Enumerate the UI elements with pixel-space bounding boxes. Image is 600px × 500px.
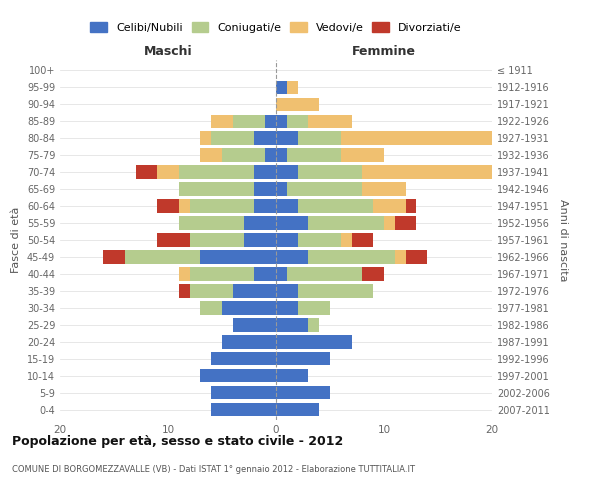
Bar <box>233 318 276 332</box>
Text: COMUNE DI BORGOMEZZAVALLE (VB) - Dati ISTAT 1° gennaio 2012 - Elaborazione TUTTI: COMUNE DI BORGOMEZZAVALLE (VB) - Dati IS… <box>12 465 415 474</box>
Bar <box>276 336 352 348</box>
Bar <box>287 182 362 196</box>
Bar <box>211 403 276 416</box>
Bar <box>341 132 503 144</box>
Bar <box>254 200 276 212</box>
Bar <box>341 148 384 162</box>
Bar <box>276 98 319 111</box>
Bar <box>373 200 406 212</box>
Bar <box>190 268 254 280</box>
Bar <box>276 352 330 366</box>
Y-axis label: Anni di nascita: Anni di nascita <box>558 198 568 281</box>
Bar <box>287 114 308 128</box>
Bar <box>200 148 222 162</box>
Bar <box>265 148 276 162</box>
Bar <box>179 268 190 280</box>
Bar <box>276 284 298 298</box>
Bar <box>298 234 341 246</box>
Bar <box>190 284 233 298</box>
Legend: Celibi/Nubili, Coniugati/e, Vedovi/e, Divorziati/e: Celibi/Nubili, Coniugati/e, Vedovi/e, Di… <box>87 19 465 36</box>
Bar <box>254 268 276 280</box>
Text: Maschi: Maschi <box>143 46 193 59</box>
Bar <box>222 148 265 162</box>
Bar <box>244 216 276 230</box>
Bar <box>179 200 190 212</box>
Bar <box>211 114 233 128</box>
Bar <box>222 336 276 348</box>
Bar <box>179 182 254 196</box>
Bar <box>276 216 308 230</box>
Bar <box>406 250 427 264</box>
Bar <box>125 250 200 264</box>
Bar <box>190 234 244 246</box>
Bar <box>276 166 298 178</box>
Y-axis label: Fasce di età: Fasce di età <box>11 207 21 273</box>
Bar <box>362 166 514 178</box>
Text: Femmine: Femmine <box>352 46 416 59</box>
Bar <box>362 182 406 196</box>
Bar <box>276 250 308 264</box>
Bar <box>276 369 308 382</box>
Bar <box>298 166 362 178</box>
Bar <box>157 166 179 178</box>
Bar <box>222 302 276 314</box>
Bar <box>254 182 276 196</box>
Bar <box>287 268 362 280</box>
Bar <box>384 216 395 230</box>
Bar <box>276 318 308 332</box>
Bar <box>298 200 373 212</box>
Bar <box>341 234 352 246</box>
Bar <box>298 132 341 144</box>
Bar <box>179 216 244 230</box>
Bar <box>276 114 287 128</box>
Bar <box>200 369 276 382</box>
Bar <box>276 386 330 400</box>
Text: Popolazione per età, sesso e stato civile - 2012: Popolazione per età, sesso e stato civil… <box>12 435 343 448</box>
Bar <box>362 268 384 280</box>
Bar <box>211 386 276 400</box>
Bar <box>287 148 341 162</box>
Bar <box>276 132 298 144</box>
Bar <box>211 132 254 144</box>
Bar <box>406 200 416 212</box>
Bar <box>276 200 298 212</box>
Bar <box>200 302 222 314</box>
Bar <box>276 403 319 416</box>
Bar <box>308 250 395 264</box>
Bar <box>211 352 276 366</box>
Bar <box>157 200 179 212</box>
Bar <box>276 302 298 314</box>
Bar <box>136 166 157 178</box>
Bar <box>200 250 276 264</box>
Bar <box>308 318 319 332</box>
Bar <box>276 80 287 94</box>
Bar <box>254 166 276 178</box>
Bar <box>308 216 384 230</box>
Bar <box>254 132 276 144</box>
Bar <box>157 234 190 246</box>
Bar <box>276 234 298 246</box>
Bar <box>179 284 190 298</box>
Bar <box>200 132 211 144</box>
Bar <box>276 148 287 162</box>
Bar <box>103 250 125 264</box>
Bar <box>276 268 287 280</box>
Bar <box>276 182 287 196</box>
Bar <box>308 114 352 128</box>
Bar <box>244 234 276 246</box>
Bar <box>395 216 416 230</box>
Bar <box>298 284 373 298</box>
Bar <box>352 234 373 246</box>
Bar <box>298 302 330 314</box>
Bar <box>233 114 265 128</box>
Bar <box>265 114 276 128</box>
Bar <box>190 200 254 212</box>
Bar <box>395 250 406 264</box>
Bar <box>233 284 276 298</box>
Bar <box>287 80 298 94</box>
Bar <box>179 166 254 178</box>
